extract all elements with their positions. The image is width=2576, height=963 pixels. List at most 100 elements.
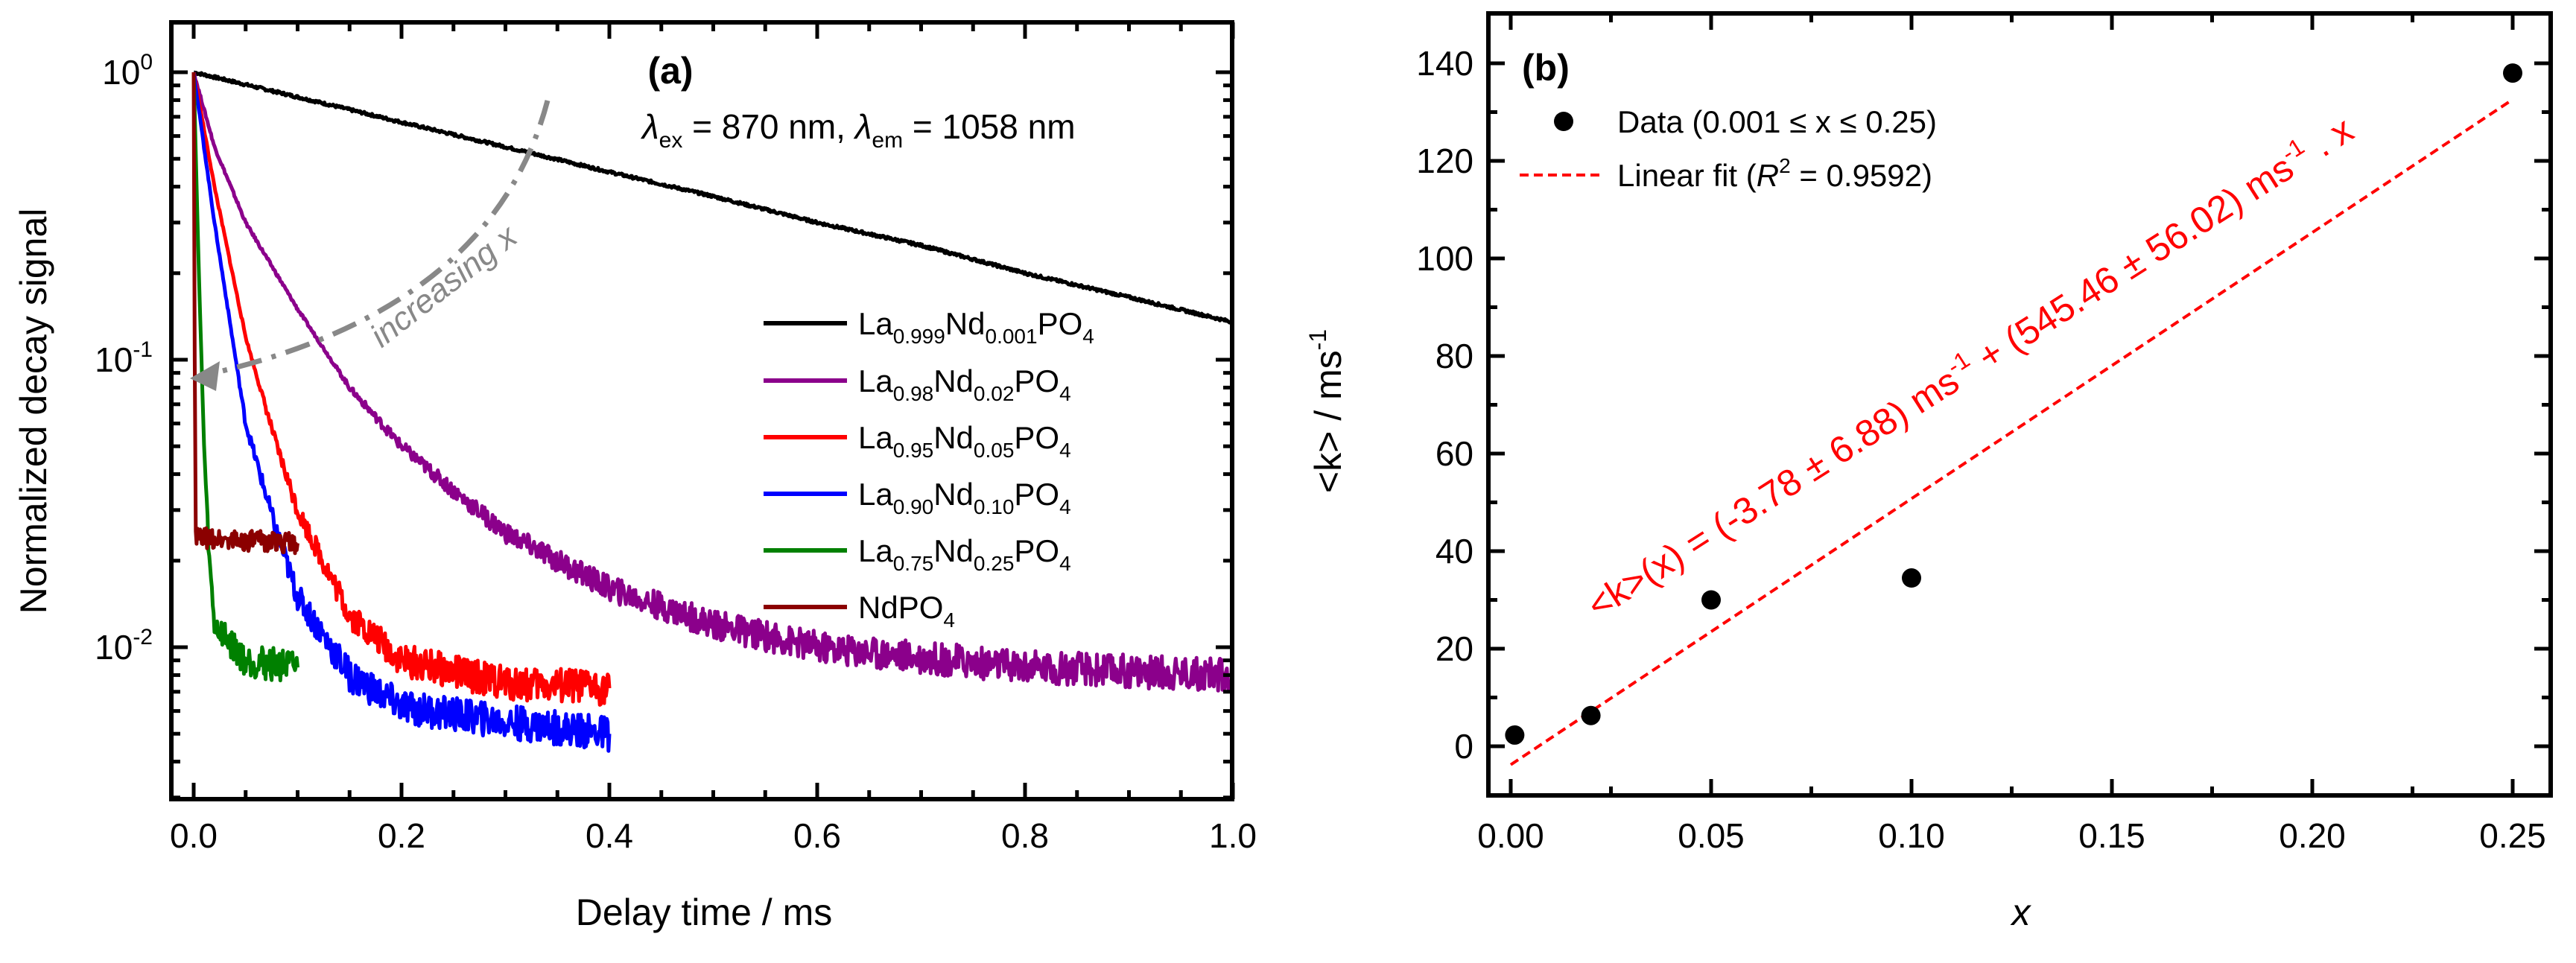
lambda-symbol: λ [640, 107, 659, 146]
legend-item: La0.999Nd0.001PO4 [764, 306, 1094, 348]
x-tick-label: 0.05 [1678, 816, 1745, 855]
tick-exponent: 0 [140, 50, 153, 74]
legend-label: Linear fit (R2 = 0.9592) [1617, 154, 1932, 193]
legend-item: La0.75Nd0.25PO4 [764, 533, 1071, 575]
y-axis-title: Normalized decay signal [13, 209, 54, 614]
label-subscript: 0.98 [893, 382, 934, 405]
x-tick-label: 0.6 [793, 816, 841, 855]
x-tick-label: 0.15 [2078, 816, 2145, 855]
legend-label: La0.75Nd0.25PO4 [858, 533, 1071, 575]
tick-exponent: -1 [133, 337, 153, 362]
label-text: PO [1038, 306, 1083, 341]
arrow-label: increasing x [364, 217, 525, 354]
data-point [1902, 568, 1921, 588]
y-tick-label: 0 [1454, 727, 1473, 766]
x-tick-label: 0.00 [1477, 816, 1544, 855]
x-tick-label: 0.20 [2279, 816, 2346, 855]
x-tick-label: 0.0 [170, 816, 218, 855]
x-axis-title: Delay time / ms [576, 892, 833, 933]
legend-label: NdPO4 [858, 590, 955, 632]
series-line-La0.999Nd0.001PO4 [192, 70, 1232, 325]
legend-item-fit: Linear fit (R2 = 0.9592) [1520, 154, 1932, 193]
y-tick-label: 60 [1435, 434, 1473, 473]
label-text: Nd [945, 306, 986, 341]
x-axis-title: x [2011, 892, 2032, 933]
label-text: PO [1014, 477, 1059, 512]
label-text: NdPO [858, 590, 943, 625]
label-text: La [858, 420, 893, 455]
equation-text: + (545.46 ± 56.02) ms [1961, 147, 2300, 384]
arrow-head-icon [190, 361, 220, 391]
label-subscript: 0.001 [986, 325, 1038, 348]
plot-frame [169, 20, 1234, 801]
legend-label: La0.98Nd0.02PO4 [858, 363, 1071, 405]
x-tick-label: 1.0 [1209, 816, 1257, 855]
x-tick-label: 0.25 [2479, 816, 2546, 855]
series-line-La0.98Nd0.02PO4 [191, 71, 1232, 693]
legend-item: NdPO4 [764, 590, 955, 632]
label-text: = 0.9592) [1791, 158, 1932, 193]
label-text: PO [1014, 533, 1059, 568]
y-tick-label: 100 [1416, 239, 1473, 278]
y-tick-label: 20 [1435, 629, 1473, 668]
fit-line [1509, 98, 2514, 766]
legend-label: La0.999Nd0.001PO4 [858, 306, 1094, 348]
label-subscript: 4 [1059, 382, 1071, 405]
y-tick-label: 10-1 [95, 337, 153, 379]
lambda-symbol: λ [853, 107, 872, 146]
y-tick-label: 80 [1435, 337, 1473, 375]
label-text: La [858, 363, 893, 398]
y-tick-label: 120 [1416, 142, 1473, 180]
label-subscript: 0.999 [893, 325, 945, 348]
em-subscript: em [872, 128, 903, 153]
data-point [1701, 590, 1721, 610]
x-tick-label: 0.8 [1001, 816, 1049, 855]
x-tick-label: 0.2 [378, 816, 425, 855]
label-subscript: 0.90 [893, 495, 934, 518]
label-r: R [1757, 158, 1779, 193]
label-subscript: 0.95 [893, 439, 934, 462]
legend-item-data: Data (0.001 ≤ x ≤ 0.25) [1554, 104, 1937, 139]
x-tick-label: 0.10 [1878, 816, 1945, 855]
tick-base: 10 [95, 628, 133, 667]
label-subscript: 0.10 [974, 495, 1015, 518]
y-tick-label: 100 [102, 50, 153, 92]
series-line-NdPO4 [191, 71, 299, 556]
label-text: Nd [933, 533, 974, 568]
tick-base: 10 [102, 53, 140, 92]
label-text: Nd [933, 420, 974, 455]
label-text: PO [1014, 363, 1059, 398]
label-subscript: 4 [943, 608, 955, 632]
y-axis-title-text: <k> / ms [1307, 350, 1349, 493]
panel-label: (a) [647, 50, 693, 92]
label-text: PO [1014, 420, 1059, 455]
data-point [2503, 63, 2522, 83]
ex-subscript: ex [659, 128, 683, 153]
increasing-x-arrow [199, 100, 551, 379]
tick-base: 10 [95, 340, 133, 379]
legend-item: La0.95Nd0.05PO4 [764, 420, 1071, 462]
y-tick-label: 10-2 [95, 625, 153, 667]
em-value: = 1058 nm [903, 107, 1075, 146]
y-axis-title-sup: -1 [1304, 329, 1331, 350]
data-point [1505, 725, 1525, 745]
series-line-La0.95Nd0.05PO4 [191, 71, 612, 707]
panel-b-rate-chart: 0.00 0.05 0.10 0.15 0.20 0.25 0 20 40 60 80 100 120 1… [1304, 11, 2553, 933]
panel-label: (b) [1522, 47, 1570, 89]
label-subscript: 0.02 [974, 382, 1015, 405]
label-subscript: 0.05 [974, 439, 1015, 462]
legend-item: La0.90Nd0.10PO4 [764, 477, 1071, 518]
wavelength-annotation: λex = 870 nm, λem = 1058 nm [640, 107, 1076, 153]
data-point [1581, 705, 1601, 725]
y-axis-title: <k> / ms-1 [1304, 329, 1349, 493]
label-text: Linear fit ( [1617, 158, 1757, 193]
label-text: La [858, 477, 893, 512]
label-subscript: 4 [1059, 439, 1071, 462]
label-text: Nd [933, 363, 974, 398]
tick-exponent: -2 [133, 625, 153, 649]
legend-marker [1554, 112, 1573, 131]
label-subscript: 4 [1082, 325, 1094, 348]
label-subscript: 4 [1059, 552, 1071, 575]
label-text: Nd [933, 477, 974, 512]
x-tick-label: 0.4 [586, 816, 633, 855]
